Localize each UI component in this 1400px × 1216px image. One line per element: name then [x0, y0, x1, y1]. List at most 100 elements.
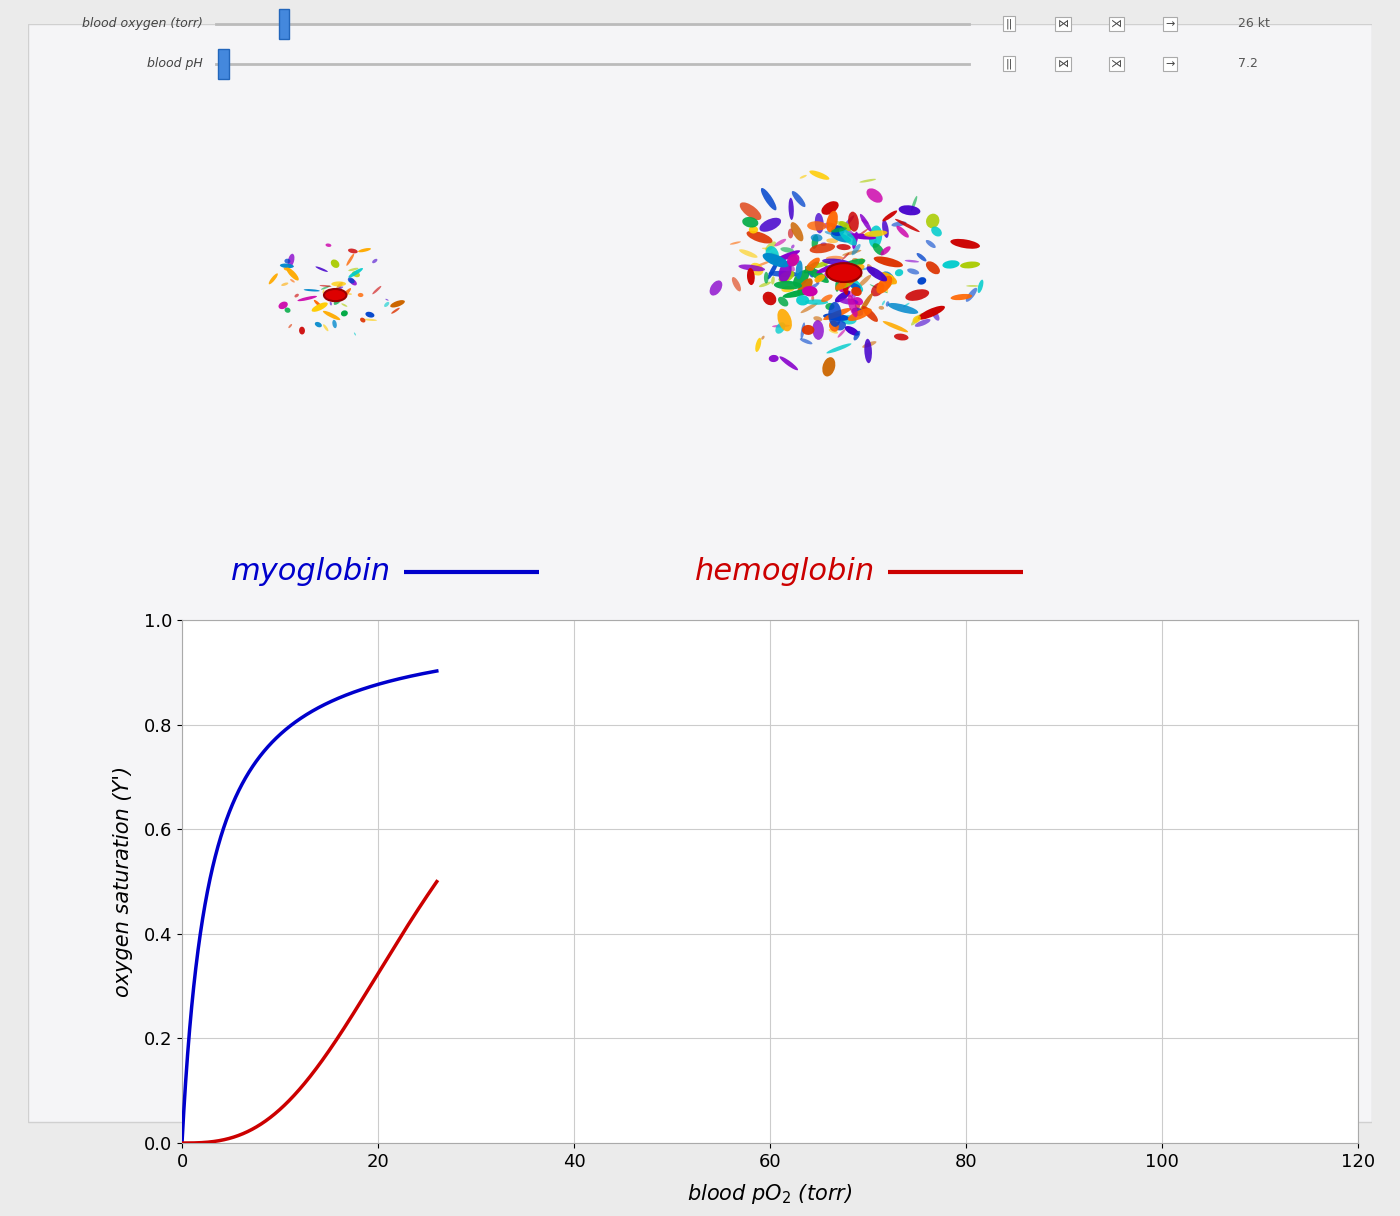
Ellipse shape: [881, 247, 890, 255]
Ellipse shape: [848, 212, 858, 232]
Ellipse shape: [913, 315, 921, 323]
Ellipse shape: [886, 275, 893, 288]
Ellipse shape: [823, 314, 850, 321]
Ellipse shape: [846, 291, 853, 297]
Ellipse shape: [830, 230, 841, 235]
Ellipse shape: [788, 198, 794, 220]
Ellipse shape: [815, 275, 825, 282]
Ellipse shape: [848, 309, 872, 321]
Ellipse shape: [781, 286, 795, 292]
Ellipse shape: [774, 238, 787, 247]
Ellipse shape: [778, 261, 791, 282]
Ellipse shape: [805, 258, 820, 271]
Ellipse shape: [844, 275, 864, 292]
Ellipse shape: [342, 303, 347, 306]
Ellipse shape: [854, 229, 868, 240]
Ellipse shape: [813, 316, 822, 321]
Ellipse shape: [812, 320, 823, 340]
Y-axis label: oxygen saturation (Y'): oxygen saturation (Y'): [112, 766, 133, 997]
Ellipse shape: [830, 232, 851, 243]
Ellipse shape: [809, 170, 829, 180]
Ellipse shape: [780, 356, 798, 371]
Ellipse shape: [858, 275, 871, 287]
Ellipse shape: [851, 287, 862, 295]
Ellipse shape: [925, 214, 939, 229]
Ellipse shape: [855, 265, 862, 277]
Ellipse shape: [336, 287, 343, 291]
Ellipse shape: [836, 280, 840, 292]
Ellipse shape: [354, 332, 356, 336]
Ellipse shape: [342, 310, 347, 316]
Ellipse shape: [830, 202, 836, 212]
Ellipse shape: [844, 227, 858, 241]
Ellipse shape: [801, 303, 818, 314]
Ellipse shape: [805, 299, 827, 305]
Ellipse shape: [799, 338, 812, 344]
Ellipse shape: [269, 274, 277, 285]
Ellipse shape: [315, 322, 322, 327]
Ellipse shape: [839, 298, 858, 305]
Ellipse shape: [853, 297, 864, 305]
Ellipse shape: [788, 254, 798, 266]
Ellipse shape: [823, 308, 851, 320]
Ellipse shape: [977, 280, 983, 293]
Ellipse shape: [805, 265, 815, 271]
Ellipse shape: [349, 278, 357, 286]
Ellipse shape: [336, 282, 343, 291]
Ellipse shape: [854, 331, 860, 340]
Ellipse shape: [864, 339, 872, 364]
Ellipse shape: [321, 286, 330, 289]
Ellipse shape: [834, 268, 841, 281]
Ellipse shape: [756, 260, 771, 268]
Ellipse shape: [746, 231, 773, 243]
Ellipse shape: [284, 259, 290, 264]
Ellipse shape: [766, 246, 778, 263]
Ellipse shape: [774, 281, 802, 289]
Ellipse shape: [904, 260, 920, 263]
Ellipse shape: [839, 264, 850, 274]
Ellipse shape: [841, 253, 850, 260]
Ellipse shape: [322, 289, 325, 293]
Ellipse shape: [780, 247, 794, 253]
Ellipse shape: [778, 270, 795, 282]
Ellipse shape: [854, 268, 871, 270]
Ellipse shape: [836, 281, 847, 291]
Ellipse shape: [862, 306, 878, 322]
Ellipse shape: [847, 294, 858, 317]
Ellipse shape: [876, 276, 892, 293]
Ellipse shape: [812, 235, 819, 249]
Ellipse shape: [802, 325, 815, 334]
Text: →: →: [1166, 18, 1175, 29]
Ellipse shape: [895, 269, 903, 276]
Ellipse shape: [850, 282, 861, 289]
Ellipse shape: [931, 226, 942, 237]
Ellipse shape: [729, 241, 741, 244]
Ellipse shape: [795, 260, 802, 280]
Ellipse shape: [805, 266, 829, 283]
Ellipse shape: [837, 330, 846, 338]
Ellipse shape: [843, 264, 865, 276]
Ellipse shape: [778, 297, 788, 306]
Ellipse shape: [960, 261, 980, 269]
Ellipse shape: [801, 322, 805, 339]
Text: ⋊: ⋊: [1112, 58, 1123, 69]
Ellipse shape: [822, 259, 850, 265]
Ellipse shape: [806, 265, 813, 277]
Ellipse shape: [860, 214, 871, 231]
Ellipse shape: [839, 275, 853, 292]
Ellipse shape: [808, 221, 826, 231]
Ellipse shape: [763, 253, 788, 268]
Ellipse shape: [899, 206, 920, 215]
Ellipse shape: [809, 243, 834, 253]
Ellipse shape: [792, 270, 809, 287]
Ellipse shape: [358, 293, 364, 297]
Ellipse shape: [771, 253, 783, 260]
Ellipse shape: [315, 266, 328, 272]
Ellipse shape: [832, 225, 844, 236]
Ellipse shape: [914, 319, 931, 327]
Ellipse shape: [811, 295, 815, 302]
Ellipse shape: [771, 276, 774, 285]
Ellipse shape: [777, 309, 792, 331]
Ellipse shape: [882, 210, 897, 221]
Ellipse shape: [907, 269, 920, 275]
